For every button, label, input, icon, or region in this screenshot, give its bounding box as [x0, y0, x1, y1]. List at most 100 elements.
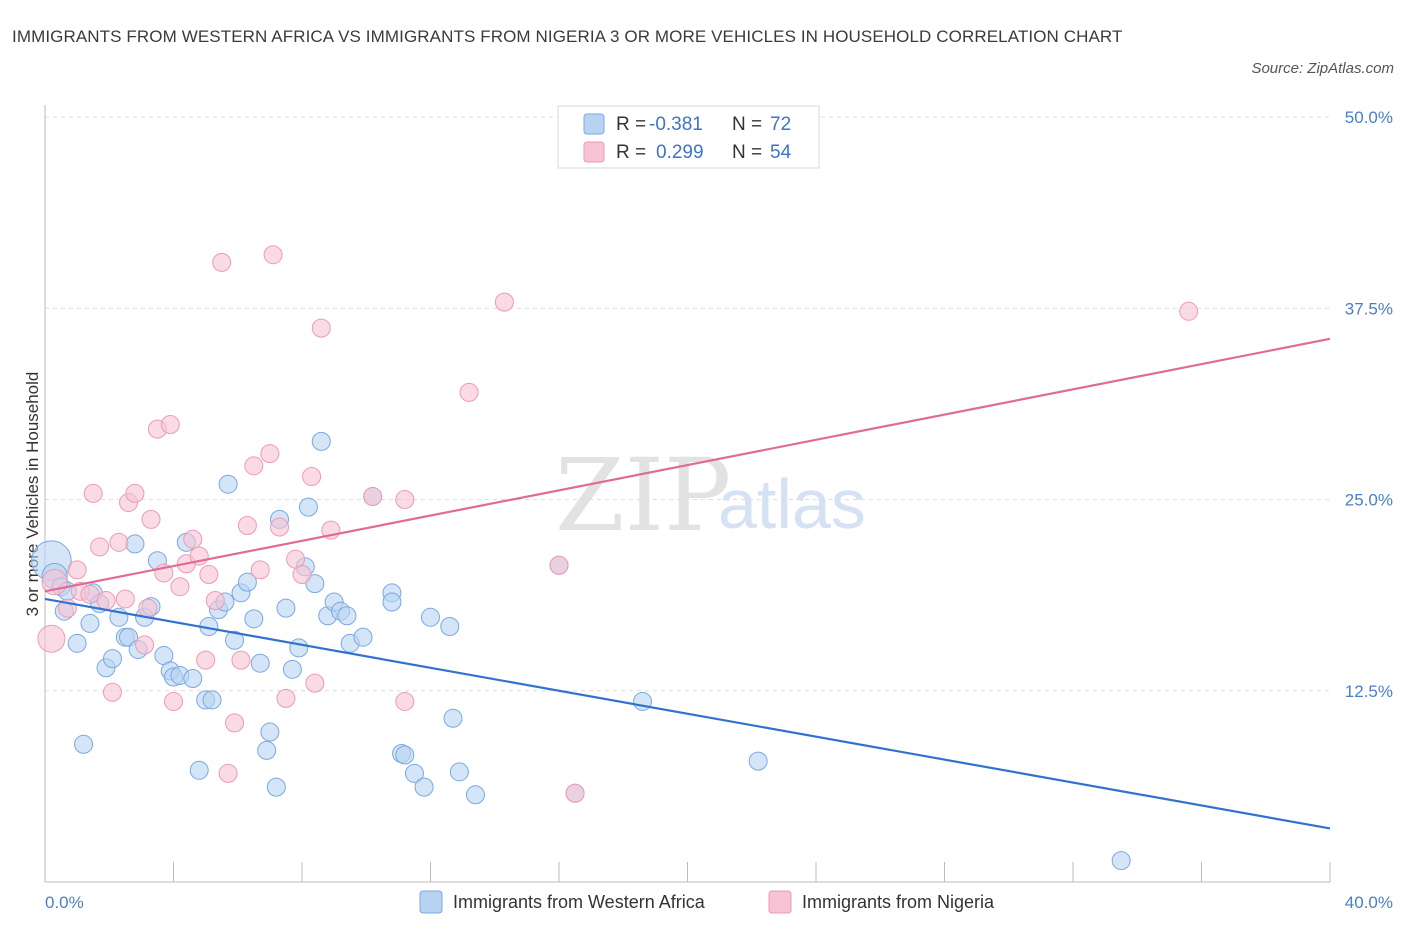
nigeria-point-28 [212, 252, 232, 272]
trend-lines [44, 337, 1331, 830]
legend-r-label-pink: R = [616, 142, 646, 163]
legend-n-value-blue: 72 [770, 114, 791, 135]
western-africa-point-65 [449, 762, 469, 782]
nigeria-point-42 [305, 673, 325, 693]
nigeria-point-25 [196, 650, 216, 670]
nigeria-point-48 [459, 382, 479, 402]
nigeria-point-33 [244, 456, 264, 476]
nigeria-point-20 [164, 691, 183, 711]
watermark-atlas: atlas [718, 465, 866, 543]
legend-r-label-blue: R = [616, 114, 646, 135]
western-africa-point-46 [298, 497, 318, 517]
nigeria-point-6 [83, 483, 103, 503]
western-africa-point-40 [266, 777, 286, 797]
nigeria-point-16 [141, 509, 161, 529]
legend: R = -0.381 N = 72 R = 0.299 N = 54 [557, 105, 820, 169]
nigeria-point-31 [231, 650, 251, 670]
legend-r-value-pink: 0.299 [656, 142, 704, 163]
nigeria-point-26 [199, 564, 219, 584]
western-africa-point-11 [102, 649, 122, 669]
western-africa-point-60 [404, 763, 424, 783]
nigeria-point-10 [109, 532, 129, 552]
western-africa-point-59 [395, 745, 415, 765]
nigeria-point-14 [135, 635, 155, 655]
western-africa-point-35 [237, 572, 257, 592]
western-africa-point-38 [257, 740, 277, 760]
x-tick-label-1: 40.0% [1345, 893, 1393, 912]
legend-r-value-blue: -0.381 [649, 114, 703, 135]
legend-n-value-pink: 54 [770, 142, 792, 163]
nigeria-point-19 [160, 415, 180, 435]
western-africa-point-25 [183, 669, 203, 689]
western-africa-point-52 [337, 606, 357, 626]
western-africa-point-44 [289, 638, 309, 658]
watermark: ZIP atlas [555, 437, 866, 554]
nigeria-point-46 [395, 691, 415, 711]
nigeria-point-3 [67, 560, 87, 580]
western-africa-point-36 [244, 609, 264, 629]
nigeria-point-32 [237, 516, 257, 536]
western-africa-point-39 [260, 722, 280, 742]
western-africa-point-26 [189, 760, 209, 780]
western-africa-point-54 [353, 627, 373, 647]
bottom-legend-label-pink: Immigrants from Nigeria [802, 892, 995, 912]
nigeria-point-5 [80, 584, 100, 604]
western-africa-point-70 [748, 751, 768, 771]
nigeria-point-9 [102, 682, 122, 702]
nigeria-point-37 [270, 517, 290, 537]
western-africa-point-47 [305, 574, 325, 594]
nigeria-point-0 [37, 624, 66, 653]
western-africa-point-63 [440, 616, 460, 636]
y-tick-label-1: 25.0% [1345, 491, 1393, 510]
nigeria-point-21 [170, 577, 190, 597]
series-nigeria-points [37, 245, 1199, 803]
y-axis-label: 3 or more Vehicles in Household [23, 372, 42, 617]
nigeria-point-36 [263, 245, 283, 265]
nigeria-point-50 [549, 555, 569, 575]
nigeria-point-38 [276, 688, 296, 708]
source-label: Source: ZipAtlas.com [1251, 60, 1394, 77]
western-africa-point-7 [80, 613, 100, 633]
nigeria-trend-line [44, 337, 1331, 593]
bottom-legend-label-blue: Immigrants from Western Africa [453, 892, 706, 912]
nigeria-point-52 [1179, 301, 1199, 321]
western-africa-point-71 [1111, 851, 1131, 871]
bottom-legend: Immigrants from Western Africa Immigrant… [419, 890, 995, 914]
western-africa-point-62 [421, 607, 440, 627]
nigeria-point-29 [218, 763, 238, 783]
nigeria-point-41 [302, 467, 322, 487]
legend-swatch-pink [583, 141, 605, 163]
western-africa-point-37 [250, 653, 270, 673]
y-tick-labels: 12.5% 25.0% 37.5% 50.0% [1345, 108, 1393, 701]
western-africa-point-15 [125, 534, 145, 554]
western-africa-point-6 [74, 734, 94, 754]
y-tick-label-2: 37.5% [1345, 299, 1393, 318]
western-africa-point-32 [218, 474, 238, 494]
nigeria-point-30 [225, 713, 245, 733]
bottom-legend-swatch-blue [419, 890, 443, 914]
nigeria-point-8 [96, 590, 116, 610]
nigeria-point-15 [138, 598, 158, 618]
nigeria-point-7 [90, 537, 110, 557]
legend-swatch-blue [583, 113, 605, 135]
nigeria-point-43 [311, 318, 331, 338]
nigeria-point-47 [395, 490, 415, 509]
nigeria-point-45 [363, 486, 383, 506]
nigeria-point-23 [183, 529, 203, 549]
western-africa-point-33 [225, 630, 245, 650]
nigeria-point-40 [292, 564, 312, 584]
western-africa-point-29 [202, 690, 222, 710]
legend-n-label-pink: N = [732, 142, 762, 163]
legend-n-label-blue: N = [732, 114, 762, 135]
nigeria-point-49 [494, 292, 514, 312]
western-africa-point-66 [465, 785, 485, 805]
y-tick-label-0: 12.5% [1345, 682, 1393, 701]
western-africa-point-61 [414, 777, 434, 797]
x-tick-label-0: 0.0% [45, 893, 84, 912]
western-africa-point-48 [311, 431, 331, 451]
y-tick-label-3: 50.0% [1345, 108, 1393, 127]
watermark-zip: ZIP [555, 437, 731, 554]
western-africa-trend-line [44, 597, 1331, 830]
western-africa-point-43 [282, 659, 302, 679]
